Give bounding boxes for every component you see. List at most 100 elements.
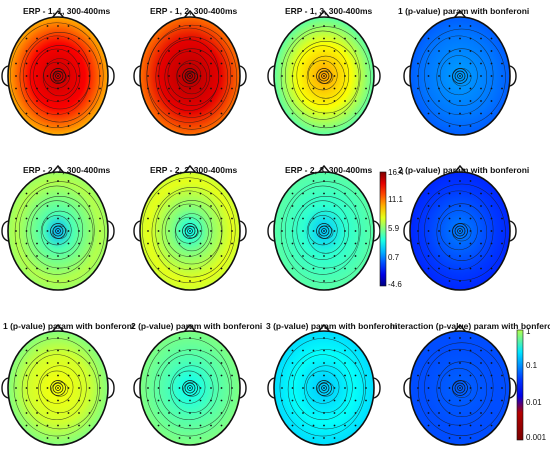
title-erp-1-1: ERP - 1, 1, 300-400ms <box>23 6 111 16</box>
electrode-dot <box>57 362 59 364</box>
electrode-dot <box>354 37 357 40</box>
electrode-dot <box>220 255 223 257</box>
electrode-dot <box>302 205 304 207</box>
electrode-dot <box>448 387 451 389</box>
electrode-dot <box>323 192 325 195</box>
electrode-dot <box>291 362 294 364</box>
contour-line <box>292 41 360 114</box>
nose-icon <box>183 9 197 19</box>
electrode-dot <box>302 192 304 195</box>
electrode-dot <box>490 362 493 364</box>
electrode-dot <box>438 50 440 52</box>
electrode-dot <box>323 112 325 115</box>
electrode-dot <box>147 230 149 232</box>
electrode-dot <box>333 75 336 77</box>
electrode-dot <box>312 87 315 90</box>
electrode-dot <box>210 75 212 77</box>
electrode-dot <box>88 412 91 414</box>
electrode-dot <box>291 267 294 270</box>
electrode-dot <box>469 255 472 257</box>
electrode-dot <box>220 217 223 220</box>
electrode-dot <box>36 267 38 270</box>
contour-line <box>155 190 223 270</box>
electrode-dot <box>323 230 325 232</box>
electrode-dot <box>67 25 70 27</box>
electrode-dot <box>78 205 80 207</box>
electrode-dot <box>438 412 440 414</box>
electrode-dot <box>333 242 336 245</box>
electrode-dot <box>168 205 170 207</box>
electrode-dot <box>490 50 493 52</box>
pvalue-colorbar-tick-0.001: 0.001 <box>526 433 547 442</box>
nose-icon <box>317 164 331 174</box>
electrode-dot <box>291 75 294 77</box>
left-ear-icon <box>403 65 411 87</box>
electrode-dot <box>490 112 493 115</box>
center-contour <box>50 68 66 84</box>
contour-line <box>185 72 199 83</box>
electrode-dot <box>78 374 80 377</box>
electrode-dot <box>210 100 212 102</box>
electrode-dot <box>459 412 461 414</box>
electrode-dot <box>459 424 461 427</box>
electrode-dot <box>157 255 160 257</box>
electrode-dot <box>448 267 451 270</box>
electrode-dot <box>67 349 70 352</box>
electrode-dot <box>57 374 59 377</box>
contour-line <box>14 181 105 284</box>
contour-line <box>167 51 211 100</box>
electrode-dot <box>469 217 472 220</box>
electrode-dot <box>469 280 472 282</box>
electrode-dot <box>438 242 440 245</box>
electrode-dot <box>78 412 80 414</box>
electrode-dot <box>78 112 80 115</box>
electrode-dot <box>333 349 336 352</box>
electrode-dot <box>46 437 49 439</box>
electrode-dot <box>46 205 49 207</box>
electrode-dot <box>344 112 346 115</box>
electrode-dot <box>220 374 223 377</box>
electrode-dot <box>67 217 70 220</box>
electrode-dot <box>459 205 461 207</box>
electrode-dot <box>88 267 91 270</box>
electrode-dot <box>220 100 223 102</box>
electrode-dot <box>323 125 325 127</box>
electrode-dot <box>168 192 170 195</box>
electrode-dot <box>220 349 223 352</box>
electrode-dot <box>189 387 191 389</box>
topomap-pvalue-interaction <box>403 323 517 446</box>
electrode-dot <box>302 255 304 257</box>
electrode-dot <box>427 205 430 207</box>
electrode-dot <box>469 230 472 232</box>
left-ear-icon <box>267 377 275 399</box>
electrode-dot <box>291 87 294 90</box>
electrode-dot <box>333 362 336 364</box>
electrode-dot <box>323 362 325 364</box>
electrode-dot <box>25 387 28 389</box>
electrode-dot <box>46 267 49 270</box>
center-contour <box>321 228 327 234</box>
electrode-dot <box>459 62 461 65</box>
contour-line <box>280 26 371 129</box>
pvalue-colorbar <box>516 329 524 441</box>
electrode-dot <box>67 399 70 402</box>
electrode-dot <box>199 62 202 65</box>
electrode-dot <box>168 87 170 90</box>
electrode-dot <box>480 205 482 207</box>
electrode-dot <box>312 267 315 270</box>
electrode-dot <box>448 180 451 182</box>
electrode-dot <box>490 242 493 245</box>
electrode-dot <box>25 424 28 427</box>
right-ear-icon <box>509 220 517 242</box>
pvalue-colorbar-tick-0.01: 0.01 <box>526 398 542 407</box>
electrode-dot <box>46 37 49 40</box>
electrode-dot <box>157 267 160 270</box>
title-pvalue-2-row2: 2 (p-value) param with bonferoni <box>398 165 530 175</box>
electrode-dot <box>438 424 440 427</box>
electrode-dot <box>25 349 28 352</box>
electrode-dot <box>57 180 59 182</box>
electrode-dot <box>67 125 70 127</box>
electrode-dot <box>469 192 472 195</box>
electrode-dot <box>168 349 170 352</box>
electrode-dot <box>178 205 181 207</box>
